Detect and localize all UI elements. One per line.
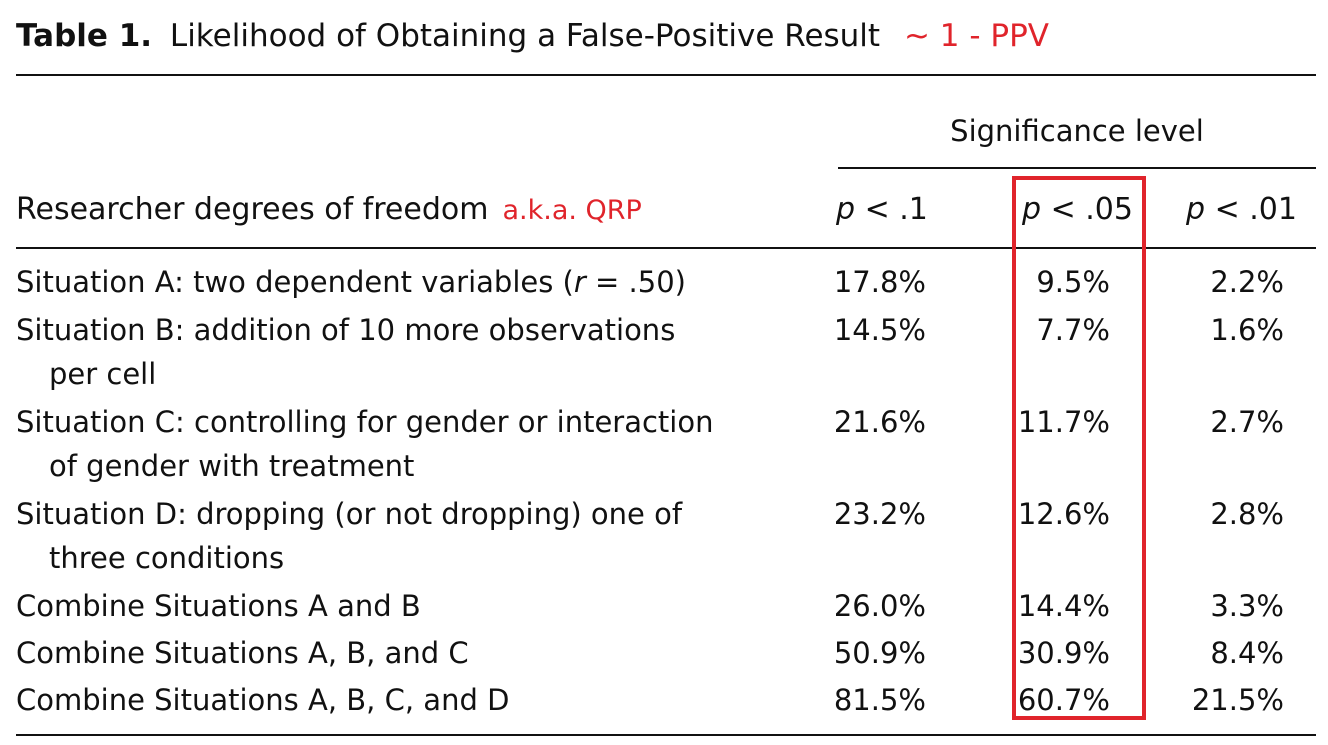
row-label-continuation: three conditions	[49, 541, 285, 575]
table-cell: 30.9%	[1017, 636, 1110, 670]
table-cell: 21.5%	[1191, 683, 1284, 717]
table-label: Table 1.	[16, 18, 153, 54]
table-cell: 9.5%	[1036, 265, 1110, 299]
row-label-text: Situation B: addition of 10 more observa…	[16, 313, 676, 347]
table-cell: 2.2%	[1210, 265, 1284, 299]
table-cell: 11.7%	[1017, 405, 1110, 439]
table-cell: 23.2%	[833, 497, 926, 531]
table-title: Table 1. Likelihood of Obtaining a False…	[16, 18, 1049, 54]
p005-highlight-box	[1012, 176, 1146, 720]
row-label-text: Situation D: dropping (or not dropping) …	[16, 497, 683, 531]
col-header-p001: p < .01	[1186, 192, 1297, 227]
table-cell: 14.4%	[1017, 589, 1110, 623]
row-label-text: Combine Situations A, B, and C	[16, 636, 469, 670]
qrp-annotation: a.k.a. QRP	[502, 195, 642, 226]
spanner-rule	[838, 167, 1316, 169]
row-header-text: Researcher degrees of freedom	[16, 192, 489, 227]
col-header-rest: < .01	[1205, 192, 1297, 227]
table-cell: 2.7%	[1210, 405, 1284, 439]
col-header-rest: < .1	[855, 192, 928, 227]
col-header-p01: p < .1	[836, 192, 928, 227]
p-symbol: p	[836, 192, 856, 227]
row-label-text: Situation C: controlling for gender or i…	[16, 405, 714, 439]
table-cell: 12.6%	[1017, 497, 1110, 531]
row-label-situation-d: Situation D: dropping (or not dropping) …	[16, 492, 682, 580]
significance-level-header: Significance level	[950, 114, 1204, 148]
bottom-rule	[16, 734, 1316, 736]
row-label-continuation: per cell	[49, 357, 157, 391]
p-symbol: p	[1022, 192, 1042, 227]
table-cell: 1.6%	[1210, 313, 1284, 347]
table-cell: 14.5%	[833, 313, 926, 347]
table-cell: 81.5%	[833, 683, 926, 717]
p-symbol: p	[1186, 192, 1206, 227]
table-cell: 21.6%	[833, 405, 926, 439]
col-header-p005: p < .05	[1022, 192, 1133, 227]
row-label-continuation: of gender with treatment	[49, 449, 415, 483]
table-cell: 26.0%	[833, 589, 926, 623]
table-cell: 2.8%	[1210, 497, 1284, 531]
table-cell: 17.8%	[833, 265, 926, 299]
row-label-text: Situation A: two dependent variables (	[16, 265, 574, 299]
table-cell: 60.7%	[1017, 683, 1110, 717]
col-header-rest: < .05	[1041, 192, 1133, 227]
row-label-combine-abcd: Combine Situations A, B, C, and D	[16, 678, 509, 722]
table-cell: 8.4%	[1210, 636, 1284, 670]
row-header: Researcher degrees of freedom a.k.a. QRP	[16, 192, 642, 227]
table-cell: 7.7%	[1036, 313, 1110, 347]
top-rule	[16, 74, 1316, 76]
ppv-annotation: ~ 1 - PPV	[903, 18, 1049, 54]
row-label-combine-ab: Combine Situations A and B	[16, 584, 421, 628]
row-label-situation-b: Situation B: addition of 10 more observa…	[16, 308, 675, 396]
table-cell: 3.3%	[1210, 589, 1284, 623]
row-label-situation-c: Situation C: controlling for gender or i…	[16, 400, 713, 488]
row-label-text: Combine Situations A and B	[16, 589, 421, 623]
table-caption: Likelihood of Obtaining a False-Positive…	[169, 18, 881, 54]
row-label-text: = .50)	[585, 265, 686, 299]
r-symbol: r	[573, 265, 586, 299]
row-label-combine-abc: Combine Situations A, B, and C	[16, 631, 469, 675]
row-label-text: Combine Situations A, B, C, and D	[16, 683, 510, 717]
row-label-situation-a: Situation A: two dependent variables (r …	[16, 260, 686, 304]
header-rule	[16, 247, 1316, 249]
table-cell: 50.9%	[833, 636, 926, 670]
